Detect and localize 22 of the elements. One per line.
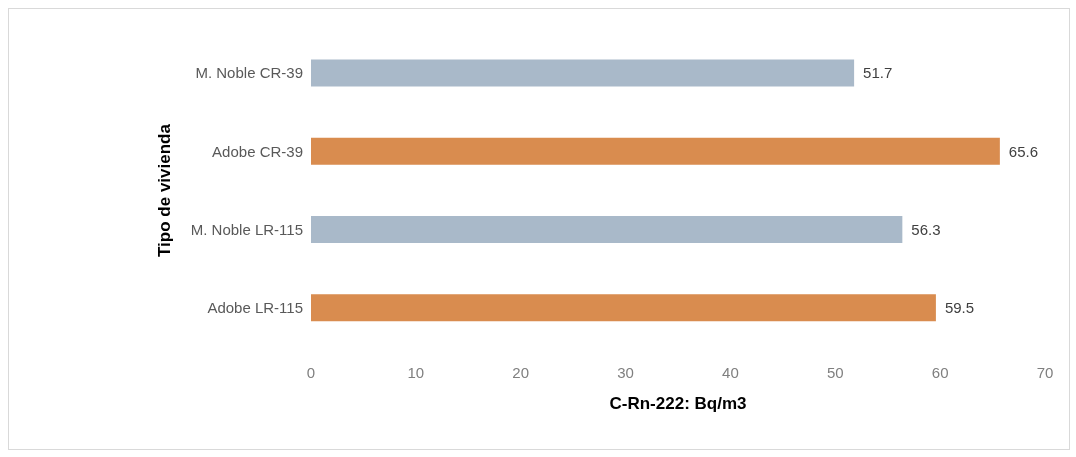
y-tick-label: Adobe CR-39 <box>212 142 303 160</box>
data-label: 51.7 <box>863 64 893 82</box>
x-tick-label: 40 <box>722 363 739 381</box>
x-tick-label: 30 <box>617 363 634 381</box>
bar <box>311 137 1000 165</box>
x-tick-label: 10 <box>407 363 425 381</box>
y-axis-title: Tipo de vivienda <box>155 123 175 257</box>
x-tick-label: 70 <box>1036 363 1054 381</box>
data-label: 56.3 <box>911 220 941 238</box>
bar <box>311 294 936 322</box>
data-label: 59.5 <box>944 299 975 317</box>
x-tick-label: 60 <box>931 363 949 381</box>
bar <box>311 216 903 244</box>
bar <box>311 59 855 87</box>
y-tick-label: M. Noble LR-115 <box>190 220 303 238</box>
y-tick-label: Adobe LR-115 <box>207 299 303 317</box>
x-axis-title: C-Rn-222: Bq/m3 <box>609 394 747 413</box>
x-tick-label: 0 <box>306 363 316 381</box>
data-label: 65.6 <box>1008 142 1039 160</box>
y-tick-label: M. Noble CR-39 <box>195 64 303 82</box>
x-tick-label: 50 <box>826 363 844 381</box>
x-tick-label: 20 <box>512 363 530 381</box>
